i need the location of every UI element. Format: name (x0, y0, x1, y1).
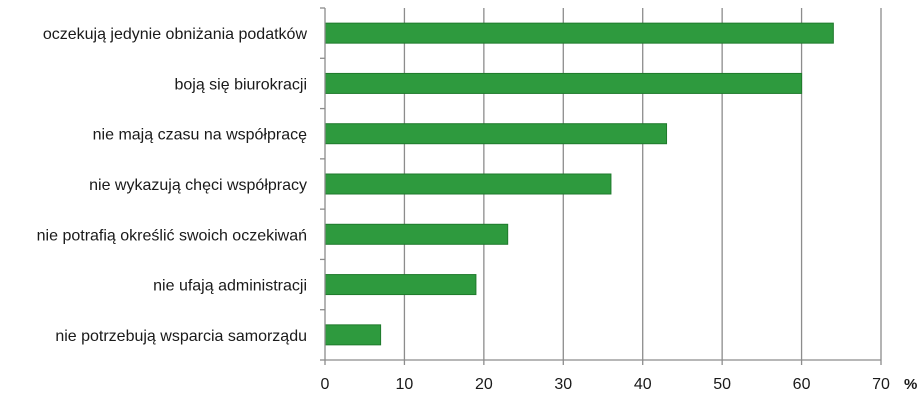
category-label-6: nie potrzebują wsparcia samorządu (55, 328, 307, 345)
category-label-5: nie ufają administracji (153, 278, 307, 295)
bar-6 (324, 324, 382, 346)
x-tick-label-40: 40 (634, 376, 652, 393)
bar-4 (324, 223, 509, 245)
bar-5 (324, 274, 477, 296)
label-layer: oczekują jedynie obniżania podatków boją … (37, 26, 308, 345)
bar-3 (324, 173, 612, 195)
x-tick-label-70: 70 (872, 376, 890, 393)
x-tick-label-50: 50 (713, 376, 731, 393)
bar-0 (324, 22, 834, 44)
category-label-2: nie mają czasu na współpracę (93, 127, 307, 144)
category-label-0: oczekują jedynie obniżania podatków (43, 26, 308, 43)
x-tick-label-30: 30 (554, 376, 572, 393)
x-tick-label-60: 60 (793, 376, 811, 393)
category-label-4: nie potrafią określić swoich oczekiwań (37, 227, 307, 244)
category-label-3: nie wykazują chęci współpracy (89, 177, 307, 194)
bar-layer (324, 22, 834, 346)
x-tick-label-0: 0 (321, 376, 330, 393)
x-tick-label-10: 10 (396, 376, 414, 393)
axis-layer: 0 10 20 30 40 50 60 70 (320, 7, 890, 393)
x-axis-unit-label: % (904, 376, 917, 393)
category-label-1: boją się biurokracji (174, 76, 307, 93)
bar-2 (324, 123, 668, 145)
bar-1 (324, 72, 803, 94)
x-tick-label-20: 20 (475, 376, 493, 393)
